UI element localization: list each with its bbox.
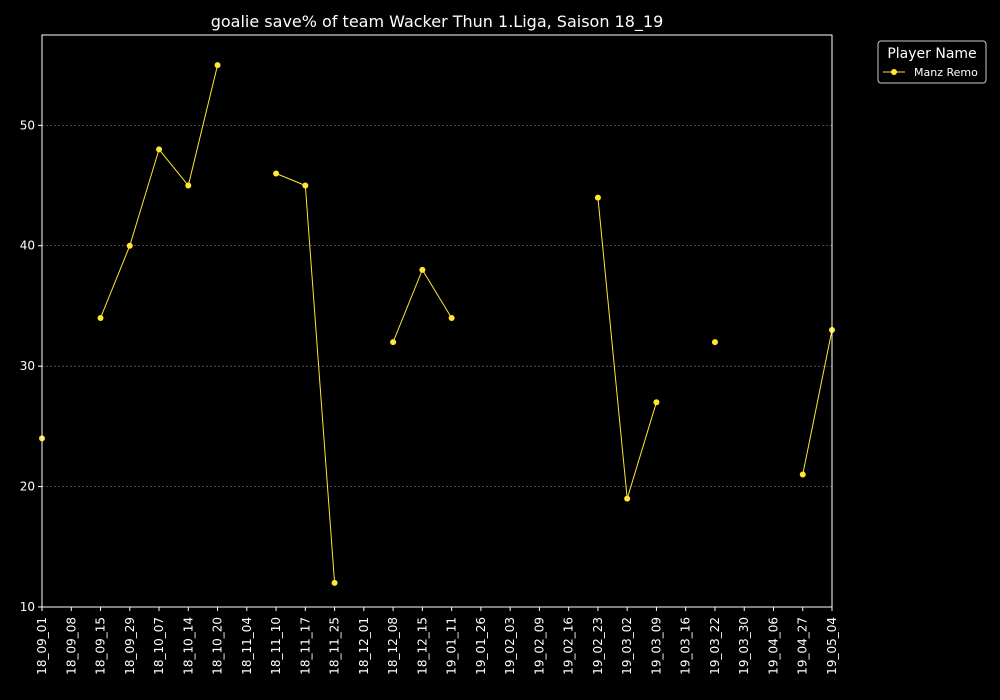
plot-background [42,35,832,607]
x-tick-label: 19_02_09 [532,617,546,675]
data-point [448,314,455,321]
x-tick-label: 18_12_01 [357,617,371,675]
series-line-segment [802,329,833,475]
x-tick-label: 18_11_25 [328,617,342,675]
data-point [331,579,338,586]
x-tick-label: 18_11_04 [240,617,254,675]
x-tick-label: 19_03_09 [649,617,663,675]
x-tick-label: 18_09_08 [64,617,78,675]
data-point [302,182,309,189]
legend-title: Player Name [887,46,976,62]
x-tick-label: 18_10_14 [181,617,195,675]
data-point [185,182,192,189]
plot-frame [41,34,833,608]
x-tick-label: 19_02_23 [591,617,605,675]
x-tick-label: 19_04_27 [796,617,810,675]
y-axis: 10 20 30 40 50 [20,118,42,614]
data-point [97,314,104,321]
x-axis: 18_09_01 18_09_08 18_09_15 18_09_29 18_10_07… [35,607,839,675]
x-tick-label: 19_03_16 [679,617,693,675]
x-tick-label: 19_02_16 [562,617,576,675]
x-tick-label: 18_12_08 [386,617,400,675]
x-tick-label: 19_03_30 [737,617,751,675]
x-tick-label: 18_09_15 [94,617,108,675]
data-point [126,242,133,249]
data-point [624,495,631,502]
x-tick-label: 18_09_29 [123,617,137,675]
x-tick-label: 19_01_26 [474,617,488,675]
x-tick-label: 18_11_10 [269,617,283,675]
x-tick-label: 18_10_20 [211,617,225,675]
x-tick-label: 19_03_22 [708,617,722,675]
data-point [214,62,221,69]
legend: Player Name Manz Remo [877,40,987,84]
y-tick-label: 40 [20,239,35,253]
y-tick-label: 50 [20,118,35,132]
y-tick-label: 20 [20,480,35,494]
data-point [390,339,397,346]
data-point [419,266,426,273]
x-tick-label: 18_11_17 [298,617,312,675]
x-tick-label: 18_10_07 [152,617,166,675]
x-tick-label: 18_12_15 [415,617,429,675]
x-tick-label: 18_09_01 [35,617,49,675]
data-point [273,170,280,177]
data-point [653,399,660,406]
chart-title: goalie save% of team Wacker Thun 1.Liga,… [211,12,664,32]
data-point [799,471,806,478]
y-tick-label: 30 [20,359,35,373]
x-tick-label: 19_04_06 [766,617,780,675]
legend-entry-label: Manz Remo [914,66,978,79]
data-point [711,339,718,346]
data-point [594,194,601,201]
data-point [156,146,163,153]
x-tick-label: 19_02_03 [503,617,517,675]
x-tick-label: 19_03_02 [620,617,634,675]
x-tick-label: 19_01_11 [445,617,459,675]
legend-marker-swatch [891,69,897,75]
y-tick-label: 10 [20,600,35,614]
x-tick-label: 19_05_04 [825,617,839,675]
